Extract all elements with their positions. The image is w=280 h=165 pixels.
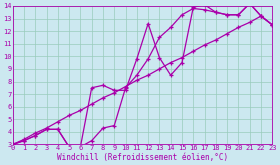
X-axis label: Windchill (Refroidissement éolien,°C): Windchill (Refroidissement éolien,°C)	[57, 152, 228, 162]
